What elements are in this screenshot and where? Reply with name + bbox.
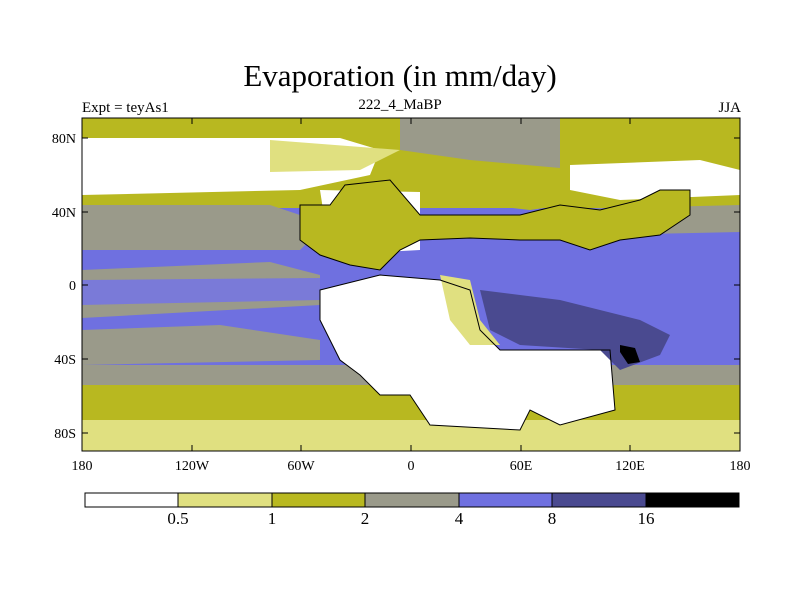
y-tick-label: 80S [54, 427, 76, 442]
colorbar-label: 0.5 [167, 509, 188, 528]
x-axis: 180 120W 60W 0 60E 120E 180 [72, 118, 751, 474]
colorbar-swatch [177, 492, 273, 508]
experiment-label: Expt = teyAs1 [82, 100, 169, 116]
x-tick-label: 60E [510, 459, 533, 474]
colorbar-label: 1 [268, 509, 277, 528]
period-label: 222_4_MaBP [358, 97, 442, 113]
colorbar-swatch [271, 492, 366, 508]
season-label: JJA [718, 100, 741, 116]
colorbar-swatch [364, 492, 460, 508]
colorbar-swatch [645, 492, 740, 508]
colorbar-label: 4 [455, 509, 464, 528]
colorbar-label: 2 [361, 509, 370, 528]
x-tick-label: 180 [72, 459, 93, 474]
contour-field [82, 118, 740, 451]
x-tick-label: 180 [730, 459, 751, 474]
chart-title: Evaporation (in mm/day) [243, 58, 557, 93]
colorbar-label: 16 [638, 509, 655, 528]
colorbar-swatch [458, 492, 553, 508]
x-tick-label: 0 [408, 459, 415, 474]
y-tick-label: 0 [69, 279, 76, 294]
y-axis: 80N 40N 0 40S 80S [52, 132, 740, 442]
x-tick-label: 120W [175, 459, 210, 474]
x-tick-label: 120E [615, 459, 645, 474]
colorbar-swatch [84, 492, 179, 508]
y-tick-label: 80N [52, 132, 76, 147]
colorbar-swatch [551, 492, 647, 508]
colorbar-label: 8 [548, 509, 557, 528]
x-tick-label: 60W [287, 459, 315, 474]
y-tick-label: 40S [54, 353, 76, 368]
y-tick-label: 40N [52, 206, 76, 221]
colorbar: 0.5 1 2 4 8 16 [84, 492, 740, 528]
